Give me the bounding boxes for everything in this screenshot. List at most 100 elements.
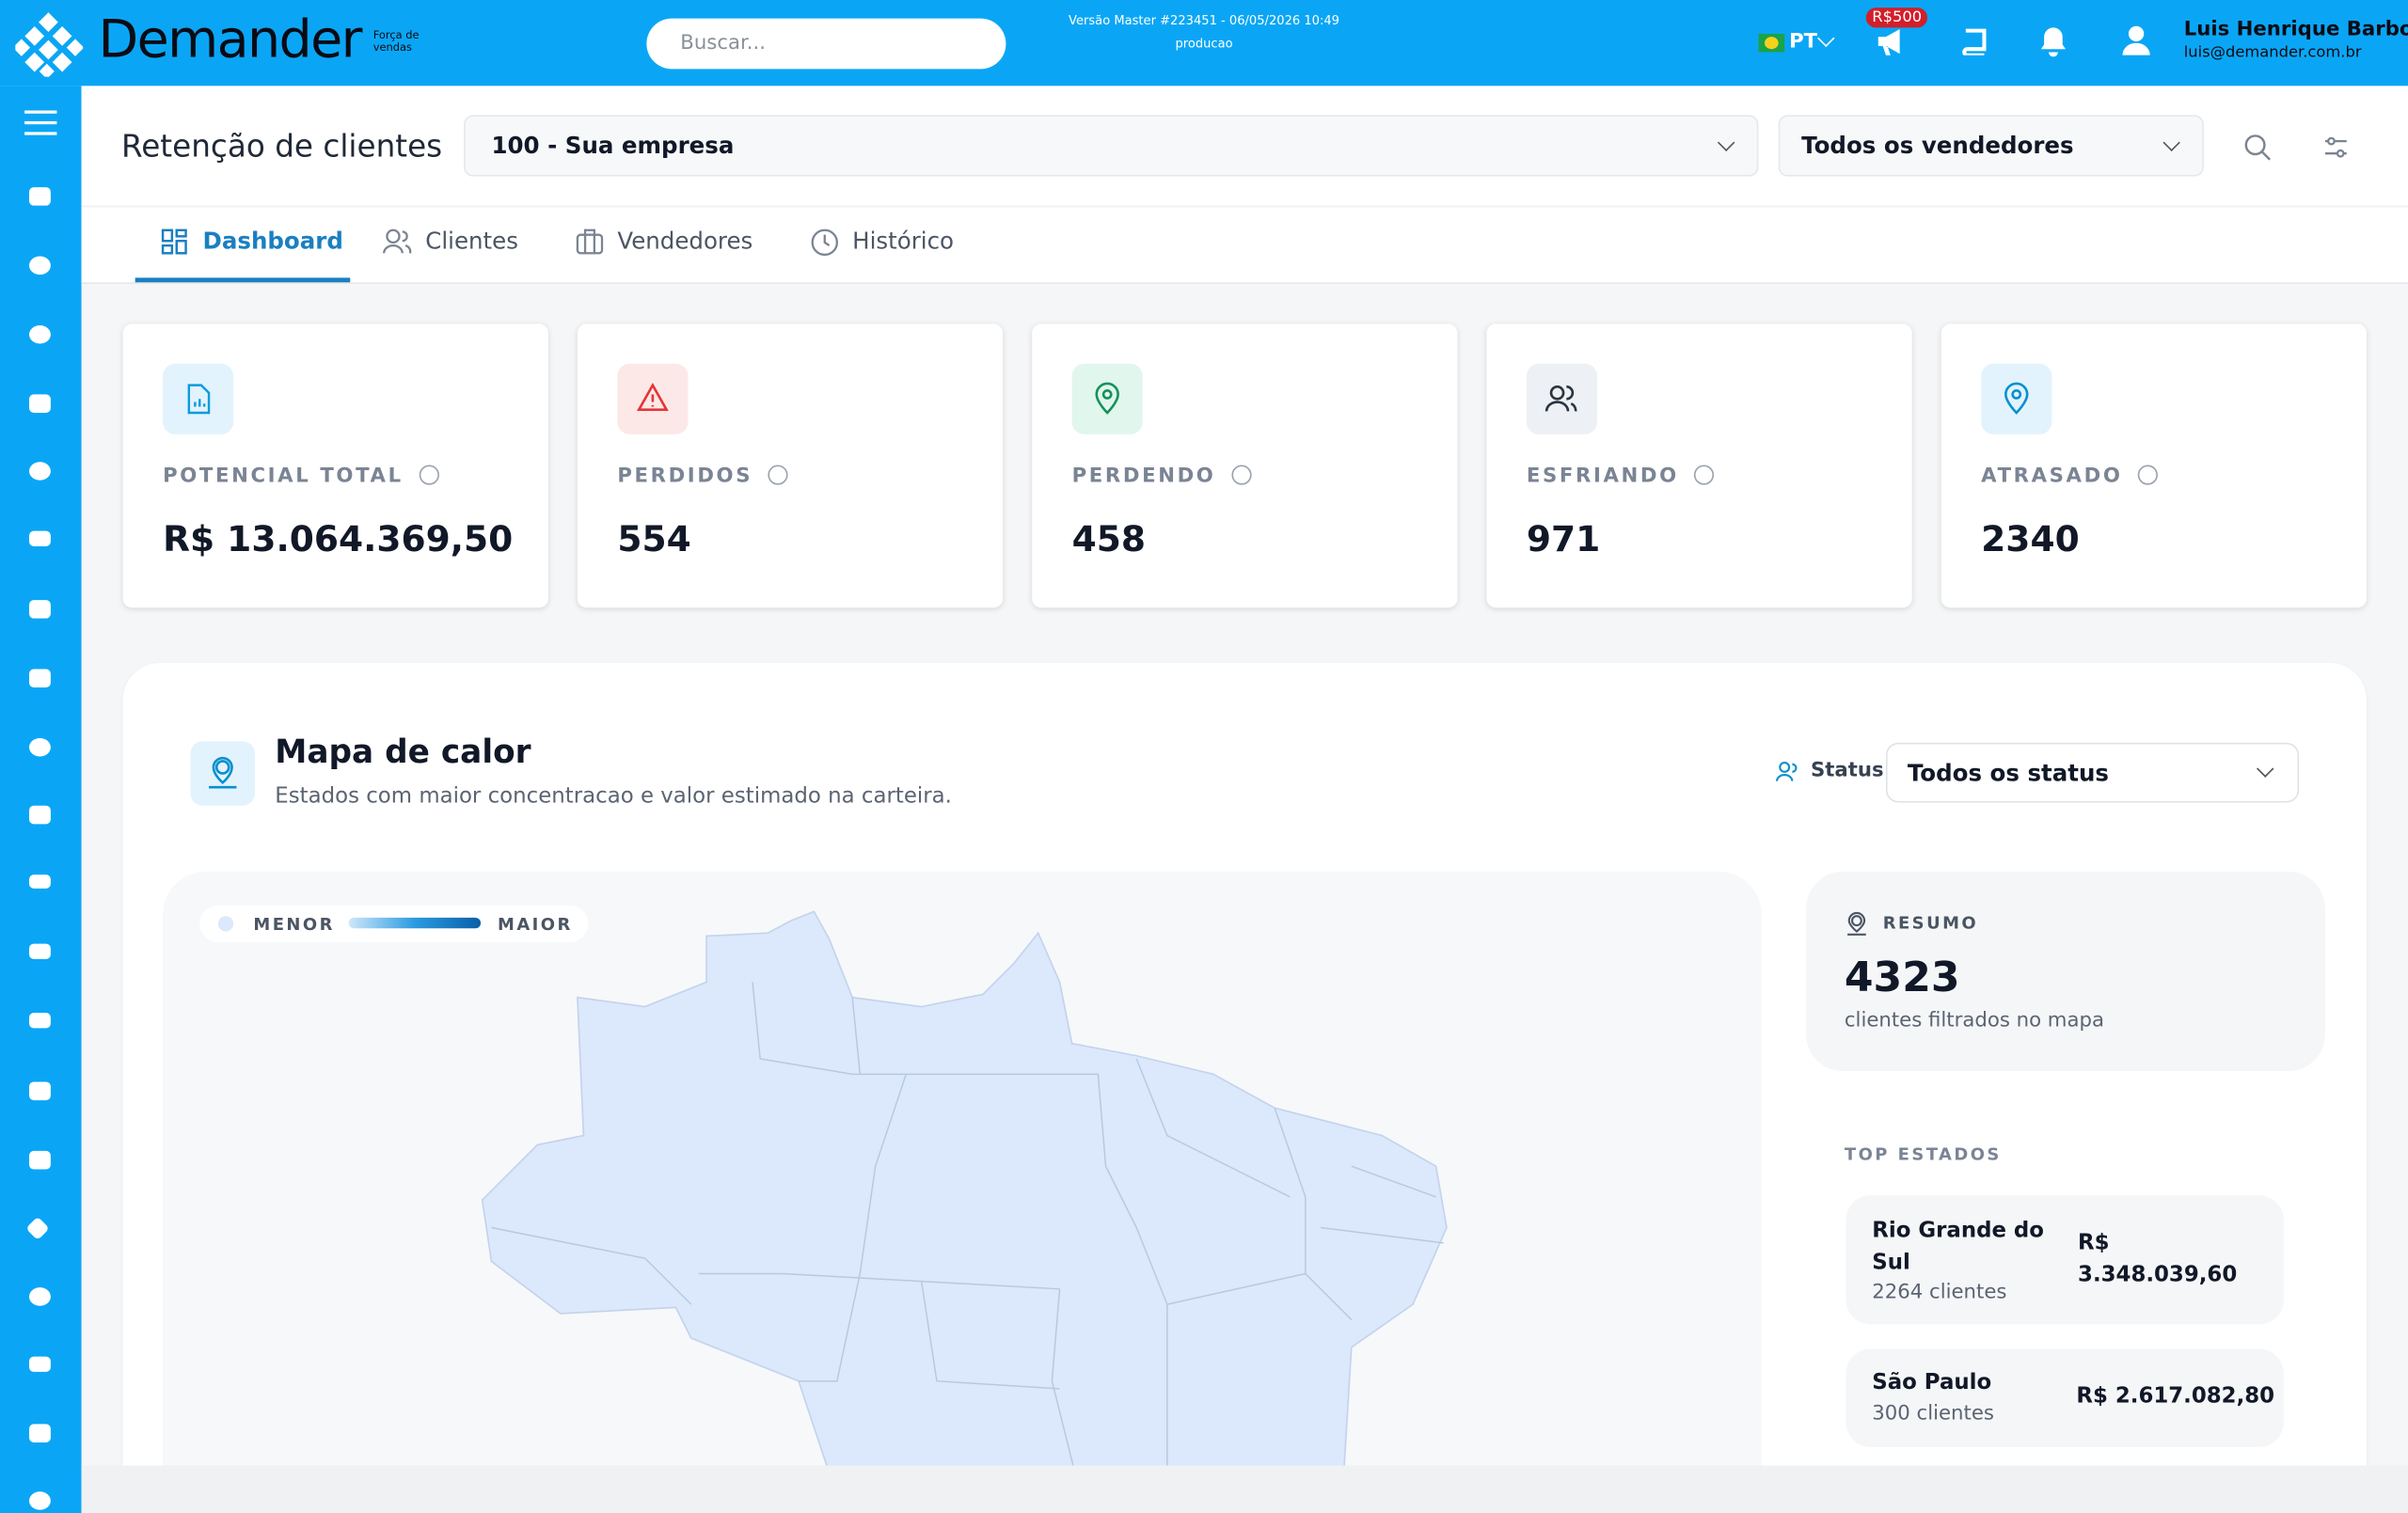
sidebar bbox=[0, 86, 82, 1513]
map bbox=[481, 910, 1448, 1474]
nav-icon[interactable] bbox=[29, 530, 51, 546]
kpi-label: ATRASADO bbox=[1981, 465, 2159, 488]
nav-icon[interactable] bbox=[29, 394, 51, 413]
brand: Demander bbox=[98, 8, 362, 71]
menu-toggle[interactable] bbox=[24, 110, 57, 135]
state-item[interactable]: Rio Grande do Sul 2264 clientes R$ 3.348… bbox=[1846, 1195, 2284, 1325]
state-name: Rio Grande do Sul bbox=[1872, 1218, 2044, 1276]
nav-icon[interactable] bbox=[29, 600, 51, 619]
tab[interactable]: Clientes bbox=[425, 227, 518, 255]
nav-icon[interactable] bbox=[29, 462, 51, 481]
bell-icon[interactable] bbox=[2039, 26, 2067, 57]
nav-icon[interactable] bbox=[29, 1491, 51, 1510]
nav-icon[interactable] bbox=[29, 1081, 51, 1101]
kpi-label-text: PERDIDOS bbox=[617, 465, 753, 488]
tab[interactable]: Vendedores bbox=[617, 227, 753, 255]
state-value: R$ 3.348.039,60 bbox=[2078, 1230, 2238, 1288]
nav-icon[interactable] bbox=[29, 1013, 51, 1029]
tab-icon bbox=[576, 229, 604, 255]
kpi-card: ATRASADO 2340 bbox=[1941, 323, 2367, 608]
kpi-card: PERDIDOS 554 bbox=[577, 323, 1004, 608]
promo-badge: R$500 bbox=[1865, 8, 1928, 28]
search-box[interactable]: Buscar... bbox=[646, 18, 1006, 70]
flag bbox=[1758, 33, 1785, 53]
map-legend: MENOR MAIOR bbox=[199, 905, 589, 942]
user-email: luis@demander.com.br bbox=[2183, 44, 2362, 62]
kpi-icon bbox=[163, 363, 234, 434]
filter-button[interactable] bbox=[2323, 135, 2348, 160]
state-item[interactable]: São Paulo 300 clientes R$ 2.617.082,80 bbox=[1846, 1348, 2284, 1447]
kpi-card: ESFRIANDO 971 bbox=[1486, 323, 1912, 608]
kpi-label-text: ESFRIANDO bbox=[1526, 465, 1679, 488]
kpi-value: 2340 bbox=[1981, 520, 2080, 560]
tab-icon bbox=[383, 229, 412, 254]
company-select-value: 100 - Sua empresa bbox=[491, 132, 735, 160]
kpi-label-text: ATRASADO bbox=[1981, 465, 2123, 488]
tab[interactable]: Histórico bbox=[852, 227, 955, 255]
language[interactable]: PT bbox=[1789, 30, 1818, 55]
tab[interactable]: Dashboard bbox=[202, 227, 343, 255]
search-button[interactable] bbox=[2243, 134, 2271, 161]
nav-icon[interactable] bbox=[29, 669, 51, 688]
map-area: MENOR MAIOR bbox=[163, 871, 1762, 1513]
chevron bbox=[2256, 760, 2274, 778]
summary-icon bbox=[1847, 912, 1866, 936]
user-icon[interactable] bbox=[2122, 24, 2150, 55]
state-name: São Paulo bbox=[1872, 1370, 1992, 1395]
nav-icon[interactable] bbox=[29, 805, 51, 825]
country-shape bbox=[481, 910, 1448, 1474]
nav-icon[interactable] bbox=[29, 1356, 51, 1372]
summary-value: 4323 bbox=[1844, 954, 1960, 1002]
user-name[interactable]: Luis Henrique Barbon bbox=[2183, 18, 2408, 42]
kpi-icon bbox=[617, 363, 689, 434]
kpi-value: R$ 13.064.369,50 bbox=[163, 520, 514, 560]
nav-icon[interactable] bbox=[29, 875, 51, 889]
book-icon[interactable] bbox=[1959, 27, 1987, 55]
state-clients: 300 clientes bbox=[1872, 1402, 1994, 1426]
environment: producao bbox=[1175, 37, 1233, 51]
heatmap-subtitle: Estados com maior concentracao e valor e… bbox=[275, 783, 952, 810]
kpi-label: PERDENDO bbox=[1071, 465, 1252, 488]
legend-gradient bbox=[348, 917, 482, 929]
kpi-label: PERDIDOS bbox=[617, 465, 788, 488]
legend-max: MAIOR bbox=[497, 914, 573, 935]
kpi-label: POTENCIAL TOTAL bbox=[163, 465, 439, 488]
tab-icon bbox=[161, 229, 187, 255]
heatmap-title: Mapa de calor bbox=[275, 733, 531, 771]
kpi-value: 554 bbox=[617, 520, 691, 560]
nav-icon[interactable] bbox=[29, 256, 51, 276]
nav-icon[interactable] bbox=[29, 324, 51, 344]
kpi-label: ESFRIANDO bbox=[1526, 465, 1715, 488]
summary-label: RESUMO bbox=[1882, 912, 1979, 934]
nav-icon[interactable] bbox=[25, 1216, 50, 1241]
kpi-icon bbox=[1526, 363, 1598, 434]
nav-icon[interactable] bbox=[29, 1287, 51, 1306]
seller-select[interactable]: Todos os vendedores bbox=[1778, 115, 2204, 177]
state-borders bbox=[491, 982, 1444, 1474]
top-states-label: TOP ESTADOS bbox=[1844, 1144, 2002, 1165]
language-chevron bbox=[1817, 29, 1835, 48]
tab-underline bbox=[135, 277, 351, 283]
kpi-icon bbox=[1981, 363, 2052, 434]
header: Demander Força de vendas Buscar... Versã… bbox=[0, 0, 2408, 87]
seller-select-value: Todos os vendedores bbox=[1801, 132, 2074, 160]
chevron bbox=[2162, 134, 2180, 151]
megaphone-icon[interactable] bbox=[1876, 26, 1909, 57]
footer-strip bbox=[81, 1465, 2408, 1513]
chevron bbox=[1717, 134, 1735, 151]
nav-icon[interactable] bbox=[29, 1424, 51, 1442]
nav-icon[interactable] bbox=[29, 1150, 51, 1170]
search-placeholder: Buscar... bbox=[680, 32, 767, 55]
kpi-label-text: PERDENDO bbox=[1071, 465, 1216, 488]
logo-icon bbox=[15, 12, 84, 77]
nav-icon[interactable] bbox=[29, 943, 51, 959]
summary-card: RESUMO 4323 clientes filtrados no mapa bbox=[1806, 871, 2325, 1072]
status-label: Status bbox=[1810, 759, 1884, 783]
nav-icon[interactable] bbox=[29, 187, 51, 206]
heatmap-icon bbox=[190, 741, 256, 806]
kpi-value: 971 bbox=[1526, 520, 1601, 560]
status-select[interactable]: Todos os status bbox=[1885, 742, 2300, 803]
nav-icon[interactable] bbox=[29, 737, 51, 757]
company-select[interactable]: 100 - Sua empresa bbox=[464, 115, 1759, 177]
legend-dot bbox=[217, 916, 234, 932]
